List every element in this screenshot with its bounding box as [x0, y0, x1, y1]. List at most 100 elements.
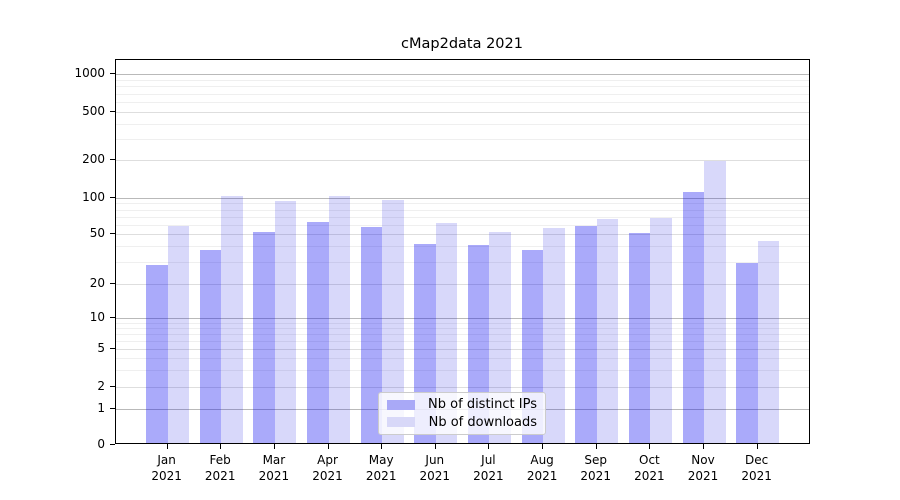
x-tick-mark	[703, 444, 704, 449]
gridline-minor	[116, 246, 809, 248]
bar-distinct-ips	[360, 227, 383, 443]
bar-downloads	[274, 200, 297, 443]
y-tick-mark	[110, 348, 115, 349]
bar-downloads	[382, 200, 404, 443]
x-tick-label: Sep 2021	[580, 453, 611, 484]
gridline-minor	[116, 86, 809, 88]
x-tick-label: Feb 2021	[204, 453, 236, 484]
x-tick-label: Oct 2021	[634, 453, 665, 484]
gridline-labeled	[116, 111, 809, 113]
y-tick-label: 1000	[74, 66, 105, 81]
bar-distinct-ips	[575, 226, 597, 443]
gridline-major	[116, 197, 809, 199]
bar-distinct-ips	[146, 264, 168, 443]
x-tick-mark	[220, 444, 222, 449]
y-tick-mark	[110, 196, 115, 198]
bar-downloads	[650, 217, 672, 443]
x-tick-label: May 2021	[365, 453, 397, 484]
bar-downloads	[435, 222, 458, 443]
gridline-labeled	[116, 234, 809, 236]
gridline-minor	[116, 370, 809, 372]
x-tick-mark	[273, 444, 275, 449]
y-tick-label: 200	[82, 152, 105, 166]
legend-swatch-downloads	[387, 417, 415, 428]
bar-downloads	[221, 196, 243, 443]
gridline-minor	[116, 209, 809, 211]
x-tick-mark	[595, 444, 597, 449]
x-tick-mark	[756, 444, 758, 449]
bar-distinct-ips	[736, 262, 758, 443]
bar-downloads	[757, 241, 780, 443]
plot-area	[115, 59, 810, 444]
y-tick-mark	[110, 408, 115, 410]
y-tick-label: 2	[97, 379, 105, 393]
bar-distinct-ips	[628, 233, 651, 443]
legend-row-distinct-ips: Nb of distinct IPs	[387, 397, 537, 412]
x-tick-mark	[166, 444, 168, 449]
y-tick-mark	[110, 159, 115, 160]
bar-downloads	[328, 195, 350, 443]
gridline-labeled	[116, 349, 809, 350]
bar-distinct-ips	[307, 221, 329, 443]
x-tick-label: Jun 2021	[419, 453, 451, 484]
y-tick-mark	[110, 73, 115, 75]
y-tick-label: 100	[82, 189, 105, 204]
bar-downloads	[489, 232, 511, 443]
gridline-major	[116, 74, 809, 76]
gridline-minor	[116, 261, 809, 263]
y-tick-mark	[110, 386, 115, 387]
x-tick-mark	[434, 444, 436, 449]
bar-downloads	[543, 228, 565, 443]
bar-distinct-ips	[199, 249, 222, 443]
y-tick-mark	[110, 282, 115, 284]
gridline-minor	[116, 358, 809, 360]
legend: Nb of distinct IPs Nb of downloads	[378, 392, 546, 435]
gridline-minor	[116, 203, 809, 205]
y-tick-label: 500	[82, 103, 105, 118]
x-tick-label: Jul 2021	[473, 453, 504, 484]
x-tick-mark	[327, 444, 329, 449]
gridline-minor	[116, 322, 809, 324]
bar-downloads	[704, 160, 726, 443]
chart-title: cMap2data 2021	[401, 36, 523, 52]
gridline-minor	[116, 224, 809, 226]
y-tick-label: 20	[89, 275, 105, 290]
y-tick-label: 50	[89, 226, 105, 241]
x-tick-label: Mar 2021	[258, 453, 290, 484]
y-tick-mark	[110, 110, 115, 112]
y-tick-label: 1	[97, 401, 105, 416]
gridline-minor	[116, 80, 809, 81]
gridline-minor	[116, 333, 809, 335]
y-tick-mark	[110, 233, 115, 235]
x-tick-label: Dec 2021	[741, 453, 772, 484]
legend-label-downloads: Nb of downloads	[428, 414, 537, 430]
gridline-labeled	[116, 387, 809, 388]
legend-row-downloads: Nb of downloads	[387, 415, 537, 430]
x-tick-label: Jan 2021	[151, 453, 182, 484]
x-tick-label: Aug 2021	[526, 453, 558, 484]
y-tick-mark	[110, 444, 115, 445]
gridline-labeled	[116, 283, 809, 285]
bar-distinct-ips	[682, 191, 704, 443]
legend-swatch-distinct-ips	[387, 399, 415, 410]
y-tick-mark	[110, 316, 115, 318]
legend-label-distinct-ips: Nb of distinct IPs	[428, 397, 537, 413]
x-tick-mark	[488, 444, 490, 449]
gridline-major	[116, 317, 809, 319]
x-tick-label: Nov 2021	[687, 453, 719, 484]
gridline-minor	[116, 101, 809, 103]
gridline-minor	[116, 138, 809, 140]
bar-downloads	[167, 225, 190, 443]
x-tick-mark	[542, 444, 544, 449]
bar-downloads	[596, 218, 619, 443]
gridline-labeled	[116, 160, 809, 161]
gridline-minor	[116, 216, 809, 218]
y-tick-label: 5	[97, 341, 105, 355]
bar-distinct-ips	[253, 232, 275, 443]
x-tick-label: Apr 2021	[312, 453, 343, 484]
gridline-minor	[116, 93, 809, 95]
y-tick-label: 0	[97, 437, 105, 451]
x-tick-mark	[381, 444, 383, 449]
y-tick-label: 10	[89, 309, 105, 324]
